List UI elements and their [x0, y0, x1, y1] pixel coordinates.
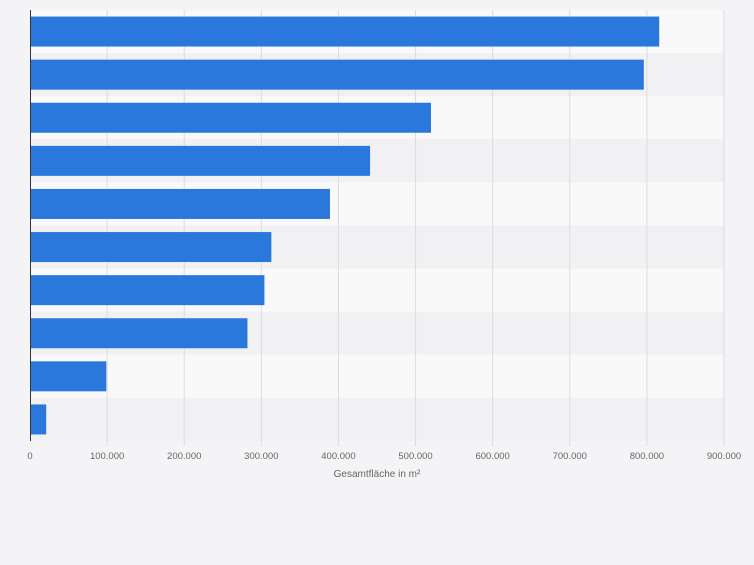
- x-tick-label: 200.000: [167, 451, 201, 462]
- x-tick-label: 600.000: [475, 451, 509, 462]
- bar: [30, 361, 107, 392]
- x-axis-label: Gesamtfläche in m²: [334, 469, 421, 480]
- bar: [30, 188, 330, 219]
- x-tick-label: 900.000: [707, 451, 741, 462]
- bar: [30, 404, 47, 435]
- x-tick-label: 300.000: [244, 451, 278, 462]
- x-tick-label: 700.000: [553, 451, 587, 462]
- x-tick-label: 800.000: [630, 451, 664, 462]
- bar: [30, 16, 660, 47]
- row-band: [30, 397, 724, 441]
- x-tick-label: 0: [27, 451, 32, 462]
- x-tick-label: 400.000: [321, 451, 355, 462]
- row-band: [30, 354, 724, 398]
- x-tick-label: 100.000: [90, 451, 124, 462]
- x-tick-label: 500.000: [398, 451, 432, 462]
- bars: [30, 16, 660, 435]
- bar: [30, 275, 265, 306]
- x-tick-labels: 0 100.000 200.000 300.000 400.000 500.000 600.…: [27, 451, 741, 462]
- bar: [30, 318, 248, 349]
- bar: [30, 102, 431, 133]
- bar: [30, 232, 272, 263]
- bar: [30, 145, 371, 176]
- bar: [30, 59, 644, 90]
